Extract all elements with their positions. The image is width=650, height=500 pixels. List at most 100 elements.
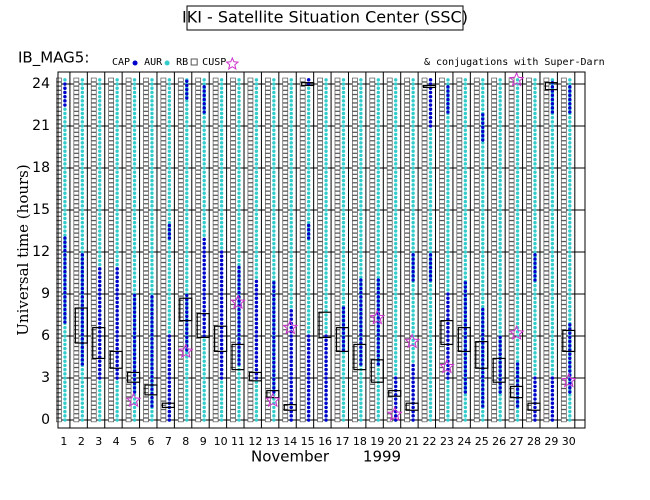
aur-point [550, 313, 555, 317]
aur-point [550, 262, 555, 267]
rb-point [125, 153, 132, 158]
rb-point [421, 102, 428, 108]
rb-point [508, 241, 515, 246]
rb-point [421, 224, 428, 229]
rb-point [299, 258, 306, 263]
aur-point [463, 86, 468, 90]
rb-point [212, 333, 219, 339]
x-tick-label: 14 [283, 435, 297, 448]
aur-point [341, 401, 346, 405]
aur-point [481, 212, 485, 216]
rb-point [73, 333, 80, 339]
aur-point [394, 157, 398, 162]
aur-point [498, 132, 502, 137]
aur-point [150, 132, 154, 137]
rb-point [404, 153, 410, 158]
rb-point [247, 384, 254, 389]
aur-point [550, 199, 555, 204]
rb-point [404, 329, 410, 334]
rb-point [508, 216, 515, 221]
rb-point [195, 170, 202, 175]
rb-point [352, 262, 358, 267]
rb-point [386, 90, 393, 95]
aur-point [63, 233, 67, 237]
rb-point [264, 342, 271, 347]
rb-point [439, 228, 445, 234]
aur-point [411, 178, 415, 183]
aur-point [481, 191, 485, 195]
aur-point [550, 229, 555, 233]
rb-point [230, 161, 236, 166]
rb-point [508, 283, 515, 288]
rb-point [73, 249, 80, 255]
aur-point [324, 187, 328, 191]
aur-point [289, 187, 293, 191]
aur-point [289, 162, 293, 166]
aur-point [411, 128, 415, 132]
rb-point [230, 182, 236, 187]
rb-point [560, 312, 567, 318]
rb-point [404, 258, 410, 263]
aur-point [306, 86, 311, 90]
rb-point [143, 342, 149, 347]
rb-point [73, 350, 80, 355]
aur-point [341, 246, 346, 250]
aur-point [98, 388, 102, 393]
aur-point [254, 275, 259, 279]
aur-point [63, 363, 67, 368]
rb-point [560, 296, 567, 301]
aur-point [132, 174, 137, 179]
rb-point [73, 153, 80, 158]
aur-point [80, 195, 85, 200]
aur-point [376, 170, 380, 174]
rb-point [386, 81, 393, 87]
rb-point [491, 111, 498, 116]
rb-point [212, 270, 219, 276]
aur-point [219, 229, 224, 233]
aur-point [272, 141, 276, 145]
rb-point [143, 174, 149, 179]
rb-point [456, 115, 463, 120]
rb-point [90, 199, 97, 204]
rb-point [230, 409, 236, 414]
aur-point [202, 124, 206, 128]
rb-point [508, 140, 515, 145]
aur-point [219, 405, 224, 410]
aur-point [394, 86, 398, 90]
aur-point [411, 288, 415, 292]
aur-point [115, 99, 119, 103]
rb-point [212, 417, 219, 423]
rb-point [473, 90, 480, 95]
aur-point [463, 149, 468, 153]
aur-point [533, 237, 537, 242]
rb-point [108, 321, 114, 326]
aur-point [167, 145, 172, 149]
aur-point [132, 262, 137, 267]
rb-point [352, 136, 358, 141]
aur-point [515, 304, 520, 309]
rb-point [473, 384, 480, 389]
aur-point [63, 397, 67, 401]
rb-point [508, 338, 515, 343]
aur-point [132, 241, 137, 246]
aur-point [237, 120, 241, 124]
aur-point [219, 86, 224, 90]
aur-point [237, 393, 241, 397]
rb-point [90, 371, 97, 376]
rb-point [212, 224, 219, 229]
rb-point [230, 195, 236, 200]
rb-point [526, 283, 532, 288]
rb-point [230, 354, 236, 360]
aur-point [167, 220, 172, 225]
rb-point [352, 241, 358, 246]
rb-point [73, 359, 80, 364]
rb-point [56, 413, 62, 418]
aur-point [185, 229, 189, 233]
rb-point [212, 266, 219, 271]
rb-point [560, 90, 567, 95]
aur-point [237, 115, 241, 120]
rb-point [160, 409, 167, 414]
aur-point [533, 338, 537, 342]
aur-point [533, 363, 537, 368]
aur-point [446, 170, 450, 174]
